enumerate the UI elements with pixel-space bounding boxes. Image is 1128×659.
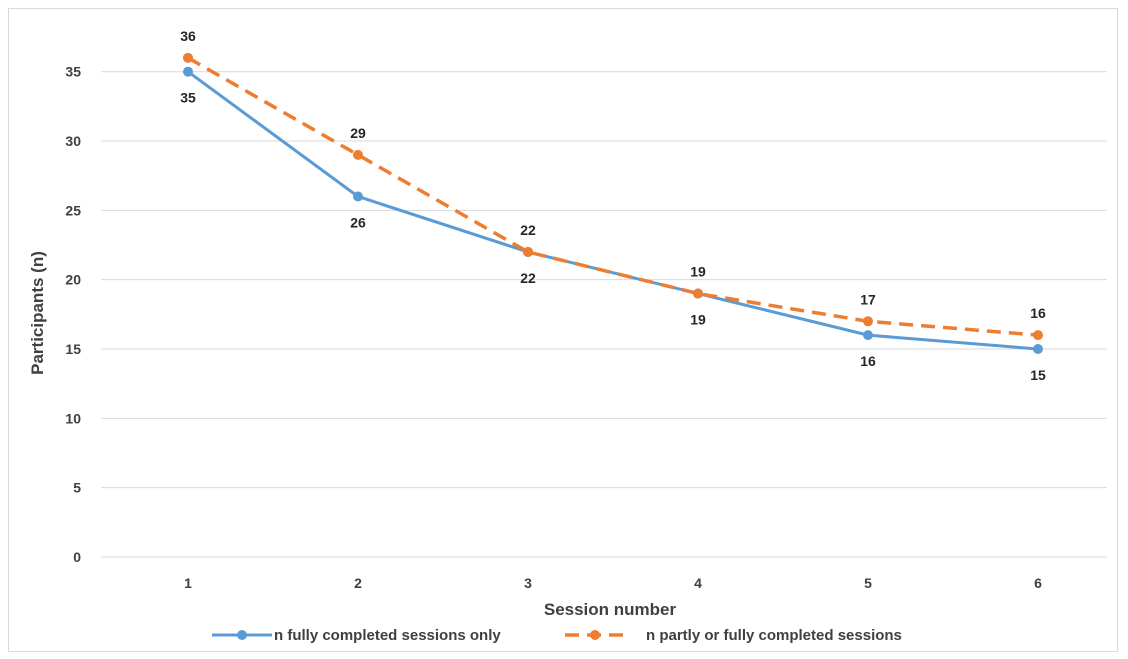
- y-tick-label: 15: [65, 341, 81, 357]
- y-tick-label: 25: [65, 202, 81, 218]
- x-tick-label: 6: [1034, 575, 1042, 591]
- chart-frame: 0 5 10 15 20 25 30 35 1 2 3 4 5 6 35 26 22 19 16 15 36 29 22…: [8, 8, 1118, 652]
- data-label: 26: [350, 214, 366, 230]
- data-point: [863, 316, 873, 327]
- y-tick-label: 0: [73, 549, 81, 565]
- x-tick-label: 5: [864, 575, 872, 591]
- x-tick-label: 3: [524, 575, 532, 591]
- y-tick-label: 20: [65, 272, 81, 288]
- x-axis-ticks: 1 2 3 4 5 6: [184, 575, 1042, 591]
- y-tick-label: 5: [73, 480, 81, 496]
- y-axis-ticks: 0 5 10 15 20 25 30 35: [65, 64, 81, 565]
- data-label: 15: [1030, 367, 1046, 383]
- y-tick-label: 35: [65, 64, 81, 80]
- line-chart: 0 5 10 15 20 25 30 35 1 2 3 4 5 6 35 26 22 19 16 15 36 29 22…: [28, 28, 1107, 644]
- data-point: [183, 66, 193, 77]
- x-tick-label: 4: [694, 575, 702, 591]
- data-point: [353, 149, 363, 160]
- legend-label: n partly or fully completed sessions: [646, 627, 902, 644]
- data-label: 36: [180, 28, 196, 44]
- legend-item-1: n fully completed sessions only: [212, 627, 501, 644]
- legend-marker: [237, 630, 247, 640]
- series-line: [187, 70, 1039, 351]
- data-label: 17: [860, 291, 876, 307]
- data-point: [863, 330, 873, 341]
- data-label: 19: [690, 312, 706, 328]
- data-label: 22: [520, 270, 536, 286]
- y-tick-label: 30: [65, 133, 81, 149]
- y-tick-label: 10: [65, 410, 81, 426]
- data-label: 29: [350, 125, 366, 141]
- data-labels: 35 26 22 19 16 15 36 29 22 19 17 16: [180, 28, 1046, 383]
- data-point: [523, 246, 533, 257]
- x-tick-label: 2: [354, 575, 362, 591]
- data-point: [1033, 344, 1043, 355]
- data-point: [693, 288, 703, 299]
- y-axis-title: Participants (n): [28, 251, 47, 375]
- series-line: [187, 56, 1039, 337]
- data-point: [183, 52, 193, 63]
- data-point: [1033, 330, 1043, 341]
- series-lines: [183, 52, 1043, 355]
- x-axis-title: Session number: [544, 600, 677, 619]
- x-tick-label: 1: [184, 575, 192, 591]
- data-label: 16: [1030, 305, 1046, 321]
- series-2: [183, 52, 1043, 341]
- data-label: 16: [860, 353, 876, 369]
- legend: n fully completed sessions only n partly …: [212, 627, 902, 644]
- legend-marker: [590, 630, 600, 640]
- data-label: 22: [520, 222, 536, 238]
- data-label: 35: [180, 90, 196, 106]
- gridlines: [101, 71, 1107, 558]
- data-point: [353, 191, 363, 202]
- legend-item-2: n partly or fully completed sessions: [565, 627, 902, 644]
- legend-label: n fully completed sessions only: [274, 627, 501, 644]
- data-label: 19: [690, 264, 706, 280]
